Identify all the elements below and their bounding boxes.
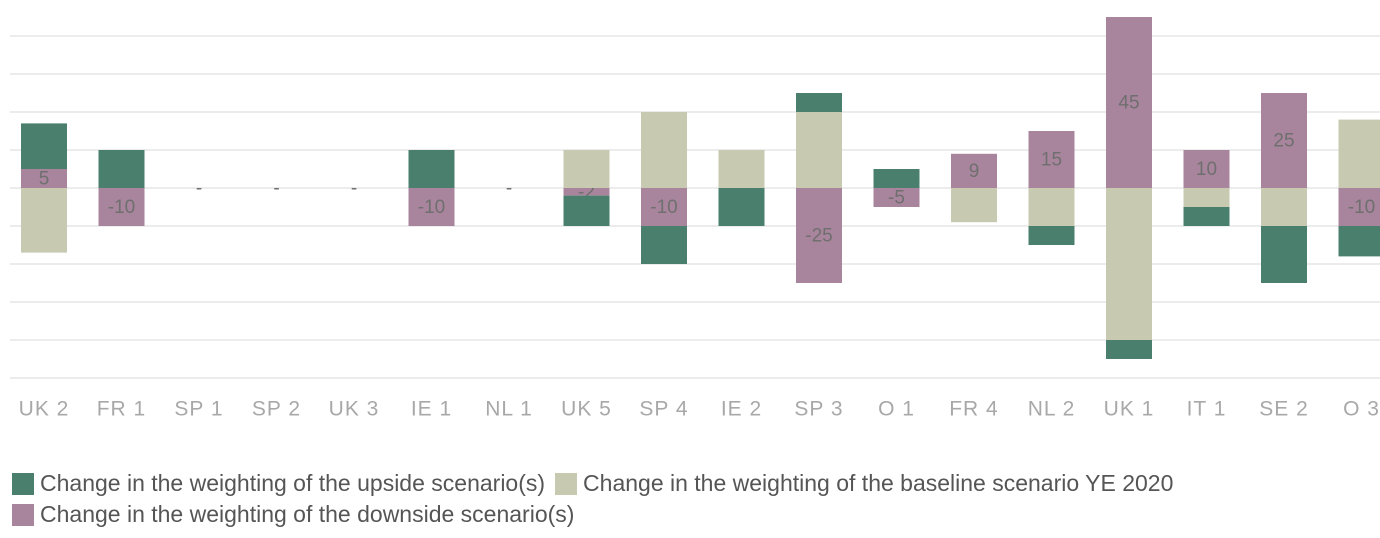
bar-segment bbox=[98, 188, 145, 226]
bar-segment bbox=[1261, 93, 1307, 188]
x-tick-label: FR 4 bbox=[949, 398, 999, 421]
legend-item: Change in the weighting of the downside … bbox=[12, 501, 574, 528]
x-tick-label: IE 1 bbox=[411, 398, 452, 421]
legend-swatch bbox=[12, 503, 34, 526]
x-tick-label: SP 4 bbox=[639, 398, 688, 421]
x-tick-label: SP 2 bbox=[252, 398, 301, 421]
bar-segment bbox=[1261, 226, 1307, 283]
legend-swatch bbox=[12, 472, 34, 495]
data-label: - bbox=[196, 178, 202, 199]
chart: UK 2 5 FR 1 -10 SP 1 - SP 2 - UK 3 - IE 1 -10 NL 1 - U… bbox=[10, 17, 1380, 421]
bar-segment bbox=[1338, 119, 1380, 188]
bar-segment bbox=[641, 112, 687, 188]
x-tick-label: O 3 bbox=[1343, 398, 1380, 421]
data-label: -10 bbox=[650, 197, 677, 218]
legend-item: Change in the weighting of the upside sc… bbox=[12, 470, 545, 497]
bar-segment bbox=[1028, 226, 1075, 245]
legend: Change in the weighting of the upside sc… bbox=[12, 470, 1380, 528]
data-label: 15 bbox=[1041, 150, 1062, 171]
bar-segment bbox=[796, 93, 842, 112]
bar-segment bbox=[21, 188, 67, 253]
x-tick-label: SE 2 bbox=[1259, 398, 1309, 421]
bar-segment bbox=[1183, 150, 1230, 188]
legend-swatch bbox=[555, 472, 578, 495]
data-label: -10 bbox=[1348, 197, 1375, 218]
bar-segment bbox=[408, 150, 455, 188]
x-tick-label: UK 5 bbox=[561, 398, 612, 421]
bar-segment bbox=[1183, 207, 1230, 226]
bar-segment bbox=[1338, 188, 1380, 226]
bar-segment bbox=[563, 195, 610, 226]
legend-item: Change in the weighting of the baseline … bbox=[555, 470, 1173, 497]
legend-label: Change in the weighting of the upside sc… bbox=[40, 470, 546, 496]
bar-segment bbox=[718, 150, 765, 188]
x-tick-label: O 1 bbox=[878, 398, 915, 421]
data-label: 45 bbox=[1118, 93, 1139, 114]
x-tick-label: UK 2 bbox=[19, 398, 70, 421]
bar-segment bbox=[408, 188, 455, 226]
x-tick-label: SP 1 bbox=[174, 398, 223, 421]
bar-segment bbox=[718, 188, 765, 226]
bar-segment bbox=[1261, 188, 1307, 226]
data-label: 25 bbox=[1273, 131, 1294, 152]
bar-segment bbox=[21, 169, 67, 188]
bar-segment bbox=[873, 169, 920, 188]
bar-segment bbox=[21, 123, 67, 169]
bar-segment bbox=[1106, 340, 1152, 359]
x-tick-label: SP 3 bbox=[794, 398, 843, 421]
bar-segment bbox=[1028, 131, 1075, 188]
data-label: - bbox=[351, 178, 357, 199]
legend-label: Change in the weighting of the baseline … bbox=[583, 470, 1174, 496]
bar-segment bbox=[1338, 226, 1380, 257]
data-label: - bbox=[506, 178, 512, 199]
legend-label: Change in the weighting of the downside … bbox=[40, 501, 575, 527]
bar-segment bbox=[796, 112, 842, 188]
bar-segment bbox=[873, 188, 920, 207]
data-label: -10 bbox=[418, 197, 445, 218]
data-label: 9 bbox=[969, 161, 980, 182]
data-label: 10 bbox=[1196, 159, 1217, 180]
data-label: -5 bbox=[888, 188, 905, 209]
bar-segment bbox=[1183, 188, 1230, 207]
x-tick-label: IT 1 bbox=[1187, 398, 1227, 421]
bar-segment bbox=[1028, 188, 1075, 226]
bar-segment bbox=[563, 150, 610, 188]
bar-segment bbox=[951, 188, 997, 223]
bar-segment bbox=[1106, 17, 1152, 188]
bar-segment bbox=[641, 226, 687, 264]
x-tick-label: FR 1 bbox=[97, 398, 147, 421]
x-tick-label: UK 3 bbox=[329, 398, 380, 421]
bar-segment bbox=[796, 188, 842, 283]
bar-segment bbox=[1106, 188, 1152, 340]
x-tick-label: IE 2 bbox=[721, 398, 762, 421]
data-label: -25 bbox=[805, 226, 832, 247]
data-label: - bbox=[273, 178, 279, 199]
x-tick-label: UK 1 bbox=[1104, 398, 1155, 421]
x-tick-label: NL 2 bbox=[1028, 398, 1076, 421]
bar-segment bbox=[641, 188, 687, 226]
bar-segment bbox=[563, 188, 610, 196]
bar-segment bbox=[951, 153, 997, 188]
data-label: 5 bbox=[39, 169, 50, 190]
data-label: -10 bbox=[108, 197, 135, 218]
x-tick-label: NL 1 bbox=[485, 398, 533, 421]
bar-segment bbox=[98, 150, 145, 188]
